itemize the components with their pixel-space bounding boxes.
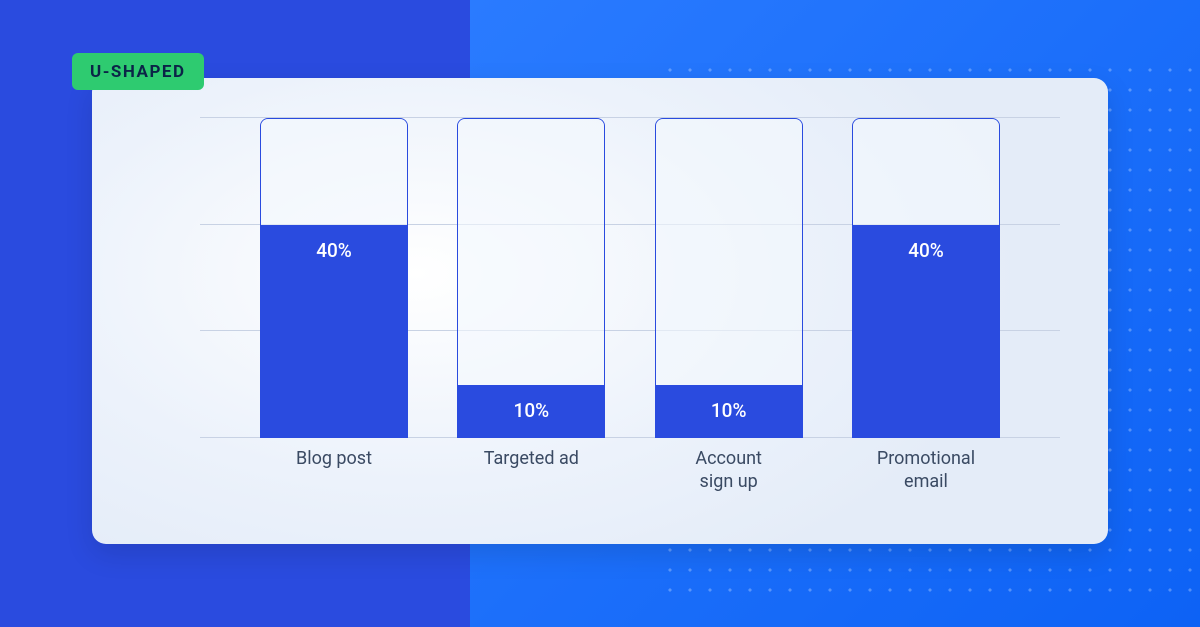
bar: 40% (852, 118, 1000, 438)
bar-value-label: 10% (711, 399, 747, 422)
x-axis-labels: Blog post Targeted ad Account sign up Promo… (260, 448, 1000, 493)
title-badge: U-SHAPED (72, 53, 204, 90)
bar-fill: 40% (261, 225, 407, 438)
canvas: 40% 10% 10% 40% Blog post Targeted ad Account… (0, 0, 1200, 627)
bar-value-label: 40% (316, 239, 352, 262)
bars: 40% 10% 10% 40% (260, 118, 1000, 438)
chart-plot: 40% 10% 10% 40% (260, 118, 1000, 438)
bar-value-label: 40% (908, 239, 944, 262)
bar-fill: 10% (458, 385, 604, 438)
bar-fill: 40% (853, 225, 999, 438)
bar-value-label: 10% (514, 399, 550, 422)
x-axis-label: Targeted ad (457, 448, 605, 493)
bar-outline: 40% (852, 118, 1000, 438)
bar: 10% (655, 118, 803, 438)
bar-outline: 10% (457, 118, 605, 438)
x-axis-label: Account sign up (655, 448, 803, 493)
bar-outline: 40% (260, 118, 408, 438)
x-axis-label: Promotional email (852, 448, 1000, 493)
chart-card: 40% 10% 10% 40% Blog post Targeted ad Account… (92, 78, 1108, 544)
bar: 40% (260, 118, 408, 438)
bar-fill: 10% (656, 385, 802, 438)
bar-outline: 10% (655, 118, 803, 438)
title-badge-text: U-SHAPED (90, 62, 186, 82)
x-axis-label: Blog post (260, 448, 408, 493)
bar: 10% (457, 118, 605, 438)
